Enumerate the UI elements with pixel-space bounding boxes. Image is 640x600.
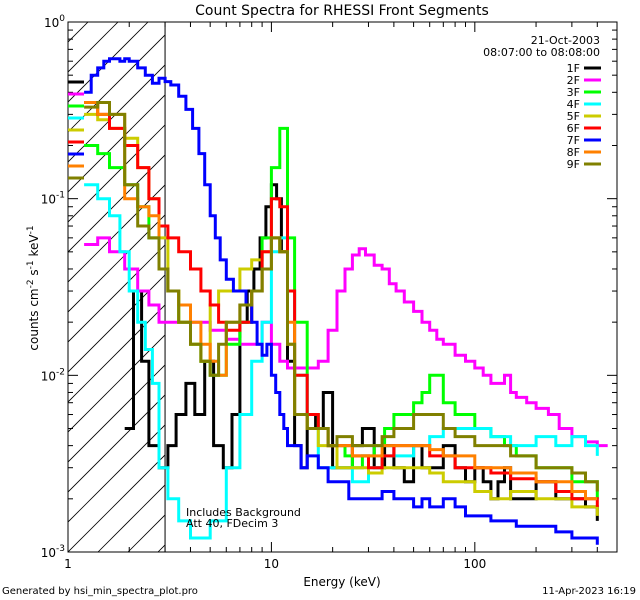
y-axis-label-mid1: s bbox=[27, 269, 41, 279]
y-tick-label: 10-3 bbox=[41, 544, 65, 560]
x-axis-label: Energy (keV) bbox=[303, 575, 380, 589]
legend-label-3F: 3F bbox=[567, 86, 580, 99]
hatch-line bbox=[68, 364, 166, 463]
hatch-line bbox=[68, 22, 119, 73]
y-axis-label-exp1: -2 bbox=[26, 279, 36, 288]
series-lines bbox=[84, 57, 608, 545]
legend-label-6F: 6F bbox=[567, 122, 580, 135]
x-tick-labels: 1 10 100 bbox=[64, 557, 486, 571]
annotation-attenuator: Att 40, FDecim 3 bbox=[186, 517, 278, 530]
hatch-line bbox=[68, 424, 166, 523]
y-tick-exponent: -2 bbox=[56, 367, 65, 377]
chart-title: Count Spectra for RHESSI Front Segments bbox=[195, 3, 489, 19]
footer-generated-by: Generated by hsi_min_spectra_plot.pro bbox=[2, 586, 198, 597]
y-axis-label-base: counts cm bbox=[27, 288, 41, 350]
y-tick-label: 100 bbox=[44, 14, 65, 30]
hatch-line bbox=[68, 34, 166, 133]
series-line-2F bbox=[84, 236, 608, 448]
y-axis-label: counts cm-2 s-1 keV-1 bbox=[26, 225, 41, 350]
axis-ticks bbox=[67, 22, 618, 553]
series-line-7F bbox=[84, 57, 599, 545]
y-tick-exponent: 0 bbox=[59, 14, 65, 24]
y-tick-exponent: -1 bbox=[56, 191, 65, 201]
y-axis-label-exp3: -1 bbox=[26, 225, 36, 234]
time-range-text: 08:07:00 to 08:08:00 bbox=[483, 46, 600, 59]
legend-label-8F: 8F bbox=[567, 146, 580, 159]
y-tick-base: 10 bbox=[41, 369, 56, 383]
legend-label-5F: 5F bbox=[567, 110, 580, 123]
y-tick-exponent: -3 bbox=[56, 544, 65, 554]
y-tick-label: 10-2 bbox=[41, 367, 65, 383]
footer-timestamp: 11-Apr-2023 16:19 bbox=[542, 586, 636, 597]
annotation-background: Includes Background bbox=[186, 506, 301, 519]
legend-label-4F: 4F bbox=[567, 98, 580, 111]
hatch-line bbox=[68, 394, 166, 493]
legend-label-2F: 2F bbox=[567, 74, 580, 87]
x-tick-label: 100 bbox=[463, 557, 486, 571]
legend-label-9F: 9F bbox=[567, 158, 580, 171]
series-line-9F bbox=[84, 101, 599, 492]
date-text: 21-Oct-2003 bbox=[531, 34, 600, 47]
x-tick-label: 1 bbox=[64, 557, 72, 571]
y-tick-label: 10-1 bbox=[41, 191, 65, 207]
y-axis-label-mid2: keV bbox=[27, 234, 41, 261]
y-tick-base: 10 bbox=[44, 16, 59, 30]
y-axis-label-exp2: -1 bbox=[26, 260, 36, 269]
y-tick-base: 10 bbox=[41, 546, 56, 560]
plot-frame bbox=[67, 21, 618, 553]
hatch-line bbox=[68, 22, 149, 103]
x-tick-label: 10 bbox=[264, 557, 279, 571]
y-tick-base: 10 bbox=[41, 193, 56, 207]
legend-label-1F: 1F bbox=[567, 62, 580, 75]
legend-label-7F: 7F bbox=[567, 134, 580, 147]
hatch-line bbox=[68, 184, 166, 283]
